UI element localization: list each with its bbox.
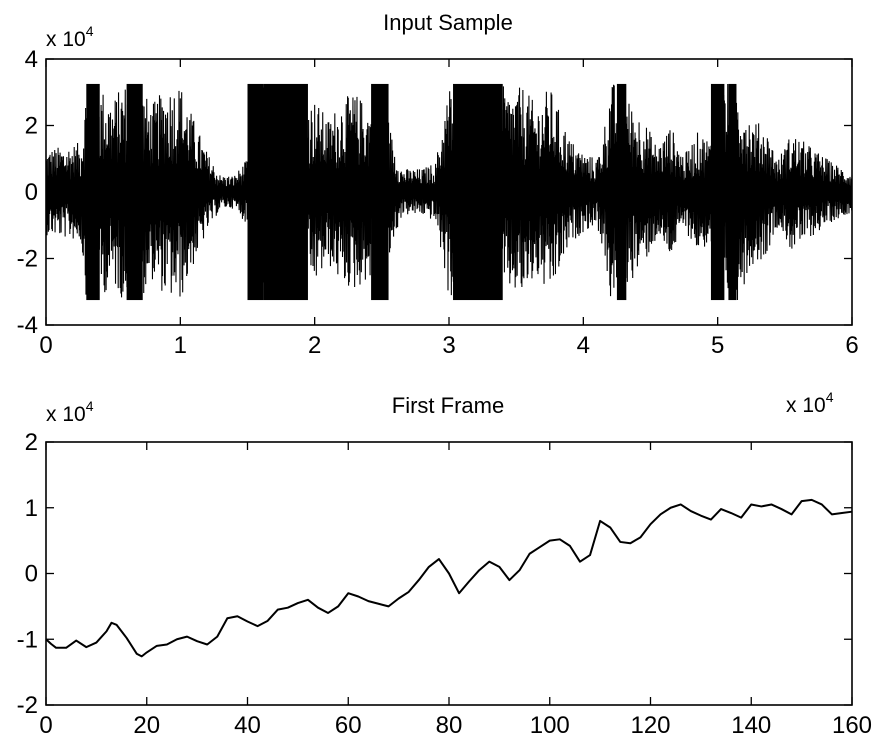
y-multiplier-exponent: 4 [86, 398, 94, 414]
x-multiplier-label: x 104 [786, 389, 834, 417]
saturated-block [371, 83, 389, 301]
y-multiplier-base: x 10 [46, 403, 86, 426]
subplot-title: First Frame [392, 393, 504, 418]
y-multiplier-label: x 104 [46, 23, 94, 51]
x-tick-label: 4 [577, 332, 590, 359]
x-tick-label: 1 [174, 332, 187, 359]
x-tick-label: 40 [234, 712, 261, 739]
y-multiplier-label: x 104 [46, 398, 94, 426]
y-tick-label: 2 [25, 113, 38, 140]
x-tick-label: 3 [442, 332, 455, 359]
y-tick-label: -2 [17, 692, 38, 719]
saturated-block [453, 83, 503, 301]
y-tick-label: 1 [25, 495, 38, 522]
frame-line [45, 498, 853, 658]
saturated-block [710, 83, 725, 301]
x-tick-label: 80 [436, 712, 463, 739]
x-multiplier-exponent: 4 [826, 389, 834, 405]
subplot-first-frame: First Frame x 104 x 104 0 20 40 60 80 100 120 1… [17, 389, 872, 739]
x-tick-label: 100 [530, 712, 570, 739]
y-tick-label: -4 [17, 312, 38, 339]
x-tick-label: 20 [133, 712, 160, 739]
x-tick-label: 5 [711, 332, 724, 359]
saturated-block [247, 83, 264, 301]
saturated-block [86, 83, 100, 301]
y-multiplier-base: x 10 [46, 28, 86, 51]
saturated-block [126, 83, 143, 301]
saturated-block [616, 83, 627, 301]
x-tick-label: 2 [308, 332, 321, 359]
frame-trace [45, 498, 853, 658]
y-tick-label: 0 [25, 561, 38, 588]
axis-ticks: 0 1 2 3 4 5 6 -4 -2 0 2 4 [17, 46, 859, 359]
x-tick-label: 160 [832, 712, 872, 739]
x-tick-label: 60 [335, 712, 362, 739]
y-tick-label: 0 [25, 179, 38, 206]
waveform-trace [45, 83, 853, 301]
x-tick-label: 0 [39, 712, 52, 739]
x-tick-label: 140 [731, 712, 771, 739]
x-tick-label: 0 [39, 332, 52, 359]
y-tick-label: -2 [17, 246, 38, 273]
y-tick-label: 2 [25, 429, 38, 456]
saturated-block [728, 83, 737, 301]
x-tick-label: 6 [845, 332, 858, 359]
y-tick-label: 4 [25, 46, 38, 73]
x-multiplier-base: x 10 [786, 394, 826, 417]
x-tick-label: 120 [630, 712, 670, 739]
y-multiplier-exponent: 4 [86, 23, 94, 39]
y-tick-label: -1 [17, 626, 38, 653]
axis-ticks: 0 20 40 60 80 100 120 140 160 -2 -1 0 1 2 [17, 429, 872, 739]
subplot-title: Input Sample [383, 10, 513, 35]
saturated-block [263, 83, 308, 301]
